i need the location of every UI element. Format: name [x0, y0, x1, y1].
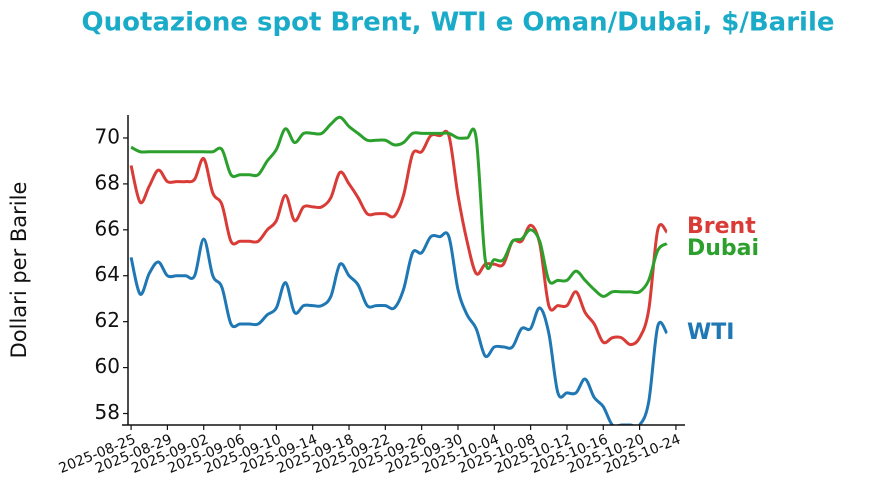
- series-label: Dubai: [687, 236, 759, 261]
- y-tick-label: 70: [95, 124, 120, 148]
- y-tick-label: 62: [95, 308, 120, 332]
- series-line: [130, 115, 668, 298]
- y-tick-label: 60: [95, 354, 120, 378]
- chart-title: Quotazione spot Brent, WTI e Oman/Dubai,…: [81, 8, 834, 38]
- y-tick-label: 64: [95, 262, 120, 286]
- series-line: [129, 231, 669, 425]
- y-tick-label: 58: [95, 400, 120, 424]
- series-label: WTI: [687, 320, 734, 345]
- y-axis-label: Dollari per Barile: [7, 182, 31, 359]
- series-line: [129, 129, 668, 347]
- plot-area: [129, 115, 669, 425]
- y-tick-label: 66: [95, 216, 120, 240]
- series-label: Brent: [687, 214, 756, 239]
- y-tick-label: 68: [95, 170, 120, 194]
